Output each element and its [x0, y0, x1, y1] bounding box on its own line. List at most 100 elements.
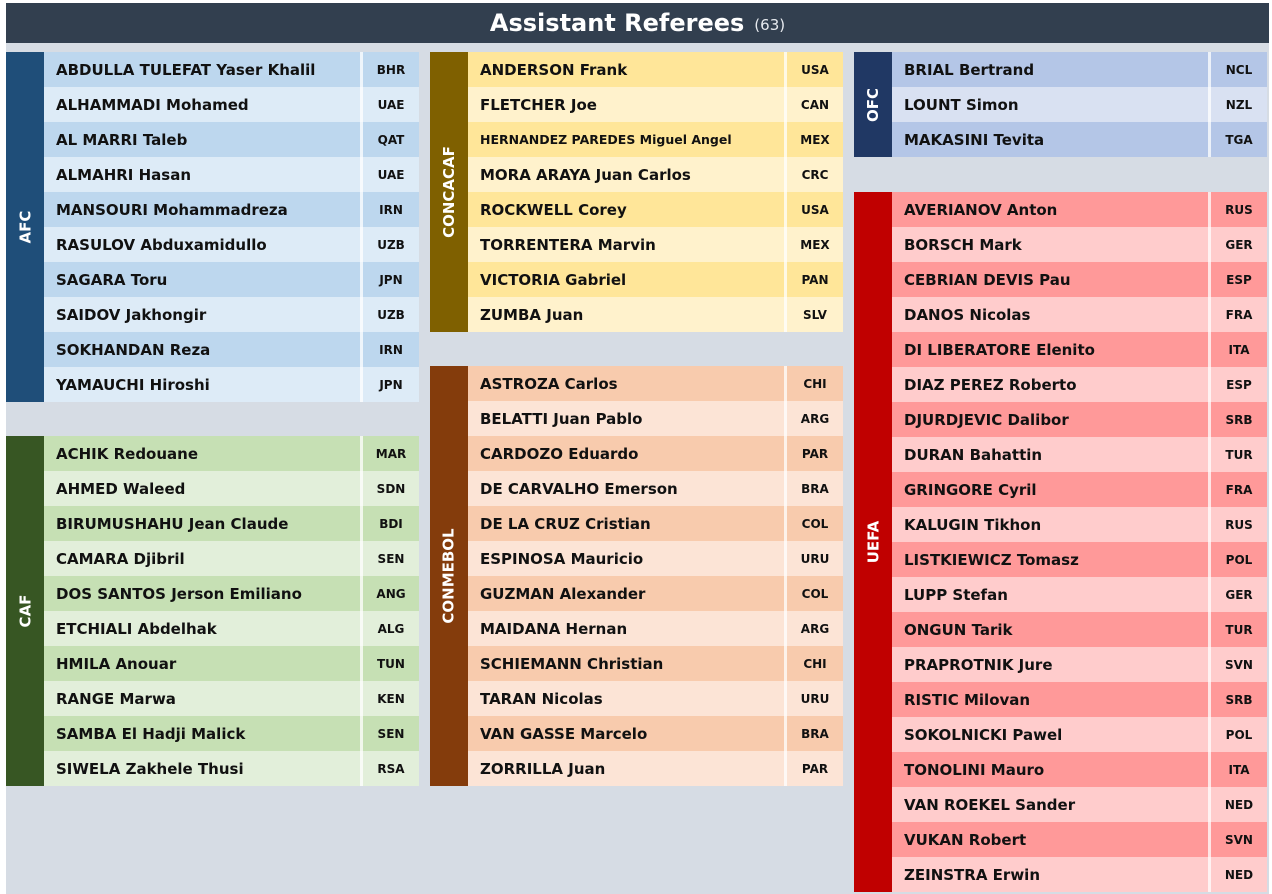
referee-row: LOUNT Simon NZL — [892, 87, 1267, 122]
country-code: PAN — [784, 262, 843, 297]
country-code: BHR — [360, 52, 419, 87]
concacaf-label: CONCACAF — [440, 146, 459, 238]
referee-name: MANSOURI Mohammadreza — [56, 200, 288, 219]
referee-name: ESPINOSA Mauricio — [480, 549, 644, 568]
referee-row: SCHIEMANN Christian CHI — [468, 646, 843, 681]
country-code: RSA — [360, 751, 419, 786]
page-title: Assistant Referees — [489, 9, 745, 37]
country-code: NCL — [1208, 52, 1267, 87]
referee-row: LISTKIEWICZ Tomasz POL — [892, 542, 1267, 577]
referee-count: (63) — [754, 16, 786, 34]
country-code: CHI — [784, 646, 843, 681]
referee-name: GUZMAN Alexander — [480, 584, 646, 603]
referee-name: DURAN Bahattin — [904, 445, 1043, 464]
referee-name: MORA ARAYA Juan Carlos — [480, 165, 691, 184]
referee-name: ZUMBA Juan — [480, 305, 584, 324]
referee-name: SCHIEMANN Christian — [480, 654, 664, 673]
country-code: ITA — [1208, 332, 1267, 367]
referee-row: AL MARRI Taleb QAT — [44, 122, 419, 157]
country-code: KEN — [360, 681, 419, 716]
concacaf-referee-list: ANDERSON Frank USA FLETCHER Joe CAN HERNANDE… — [468, 52, 843, 332]
referee-name: DOS SANTOS Jerson Emiliano — [56, 584, 302, 603]
country-code: PAR — [784, 436, 843, 471]
referee-row: GRINGORE Cyril FRA — [892, 472, 1267, 507]
referee-name: PRAPROTNIK Jure — [904, 655, 1053, 674]
referee-name: VUKAN Robert — [904, 830, 1027, 849]
referee-name: MAIDANA Hernan — [480, 619, 628, 638]
referee-row: RANGE Marwa KEN — [44, 681, 419, 716]
uefa-band: UEFA — [854, 192, 892, 892]
referee-row: AVERIANOV Anton RUS — [892, 192, 1267, 227]
referee-row: AHMED Waleed SDN — [44, 471, 419, 506]
referee-row: ABDULLA TULEFAT Yaser Khalil BHR — [44, 52, 419, 87]
country-code: JPN — [360, 262, 419, 297]
conmebol-label: CONMEBOL — [440, 528, 459, 624]
referee-name: TONOLINI Mauro — [904, 760, 1045, 779]
referee-name: TORRENTERA Marvin — [480, 235, 656, 254]
referee-row: TORRENTERA Marvin MEX — [468, 227, 843, 262]
referee-row: SOKHANDAN Reza IRN — [44, 332, 419, 367]
conmebol-band: CONMEBOL — [430, 366, 468, 786]
country-code: BRA — [784, 471, 843, 506]
ofc-label: OFC — [863, 87, 882, 122]
referee-row: KALUGIN Tikhon RUS — [892, 507, 1267, 542]
country-code: URU — [784, 681, 843, 716]
referee-row: HERNANDEZ PAREDES Miguel Angel MEX — [468, 122, 843, 157]
referee-row: BELATTI Juan Pablo ARG — [468, 401, 843, 436]
referee-name: LOUNT Simon — [904, 95, 1019, 114]
country-code: COL — [784, 576, 843, 611]
referee-name: VAN GASSE Marcelo — [480, 724, 648, 743]
referee-row: MAIDANA Hernan ARG — [468, 611, 843, 646]
referee-row: CEBRIAN DEVIS Pau ESP — [892, 262, 1267, 297]
country-code: SEN — [360, 716, 419, 751]
country-code: MEX — [784, 227, 843, 262]
referee-name: GRINGORE Cyril — [904, 480, 1037, 499]
referee-row: ALHAMMADI Mohamed UAE — [44, 87, 419, 122]
referee-row: BIRUMUSHAHU Jean Claude BDI — [44, 506, 419, 541]
afc-referee-list: ABDULLA TULEFAT Yaser Khalil BHR ALHAMMADI… — [44, 52, 419, 402]
country-code: SVN — [1208, 822, 1267, 857]
referee-row: ZORRILLA Juan PAR — [468, 751, 843, 786]
country-code: NED — [1208, 857, 1267, 892]
referee-name: AVERIANOV Anton — [904, 200, 1058, 219]
country-code: SRB — [1208, 402, 1267, 437]
referee-name: SOKHANDAN Reza — [56, 340, 211, 359]
country-code: IRN — [360, 332, 419, 367]
referee-name: ALMAHRI Hasan — [56, 165, 192, 184]
country-code: BDI — [360, 506, 419, 541]
confederation-ofc: OFC BRIAL Bertrand NCL LOUNT Simon NZL MAKASI… — [854, 52, 1267, 157]
country-code: NED — [1208, 787, 1267, 822]
referee-row: VUKAN Robert SVN — [892, 822, 1267, 857]
referee-name: BIRUMUSHAHU Jean Claude — [56, 514, 289, 533]
referee-name: ZORRILLA Juan — [480, 759, 606, 778]
referee-row: MORA ARAYA Juan Carlos CRC — [468, 157, 843, 192]
referee-row: SAMBA El Hadji Malick SEN — [44, 716, 419, 751]
referee-row: LUPP Stefan GER — [892, 577, 1267, 612]
referee-row: DI LIBERATORE Elenito ITA — [892, 332, 1267, 367]
country-code: GER — [1208, 577, 1267, 612]
referee-name: ZEINSTRA Erwin — [904, 865, 1040, 884]
referee-name: DI LIBERATORE Elenito — [904, 340, 1095, 359]
referee-name: AL MARRI Taleb — [56, 130, 188, 149]
afc-band: AFC — [6, 52, 44, 402]
referee-name: TARAN Nicolas — [480, 689, 603, 708]
referee-name: ONGUN Tarik — [904, 620, 1013, 639]
referee-name: HMILA Anouar — [56, 654, 177, 673]
referee-name: CEBRIAN DEVIS Pau — [904, 270, 1071, 289]
country-code: IRN — [360, 192, 419, 227]
country-code: PAR — [784, 751, 843, 786]
referee-row: MANSOURI Mohammadreza IRN — [44, 192, 419, 227]
referee-name: ACHIK Redouane — [56, 444, 199, 463]
referee-row: DE CARVALHO Emerson BRA — [468, 471, 843, 506]
country-code: UZB — [360, 227, 419, 262]
country-code: SLV — [784, 297, 843, 332]
country-code: TUR — [1208, 437, 1267, 472]
page-header: Assistant Referees (63) — [6, 3, 1269, 43]
conmebol-referee-list: ASTROZA Carlos CHI BELATTI Juan Pablo ARG CA… — [468, 366, 843, 786]
country-code: POL — [1208, 542, 1267, 577]
referee-row: ALMAHRI Hasan UAE — [44, 157, 419, 192]
referee-row: ACHIK Redouane MAR — [44, 436, 419, 471]
referee-row: TARAN Nicolas URU — [468, 681, 843, 716]
referee-row: FLETCHER Joe CAN — [468, 87, 843, 122]
country-code: MAR — [360, 436, 419, 471]
